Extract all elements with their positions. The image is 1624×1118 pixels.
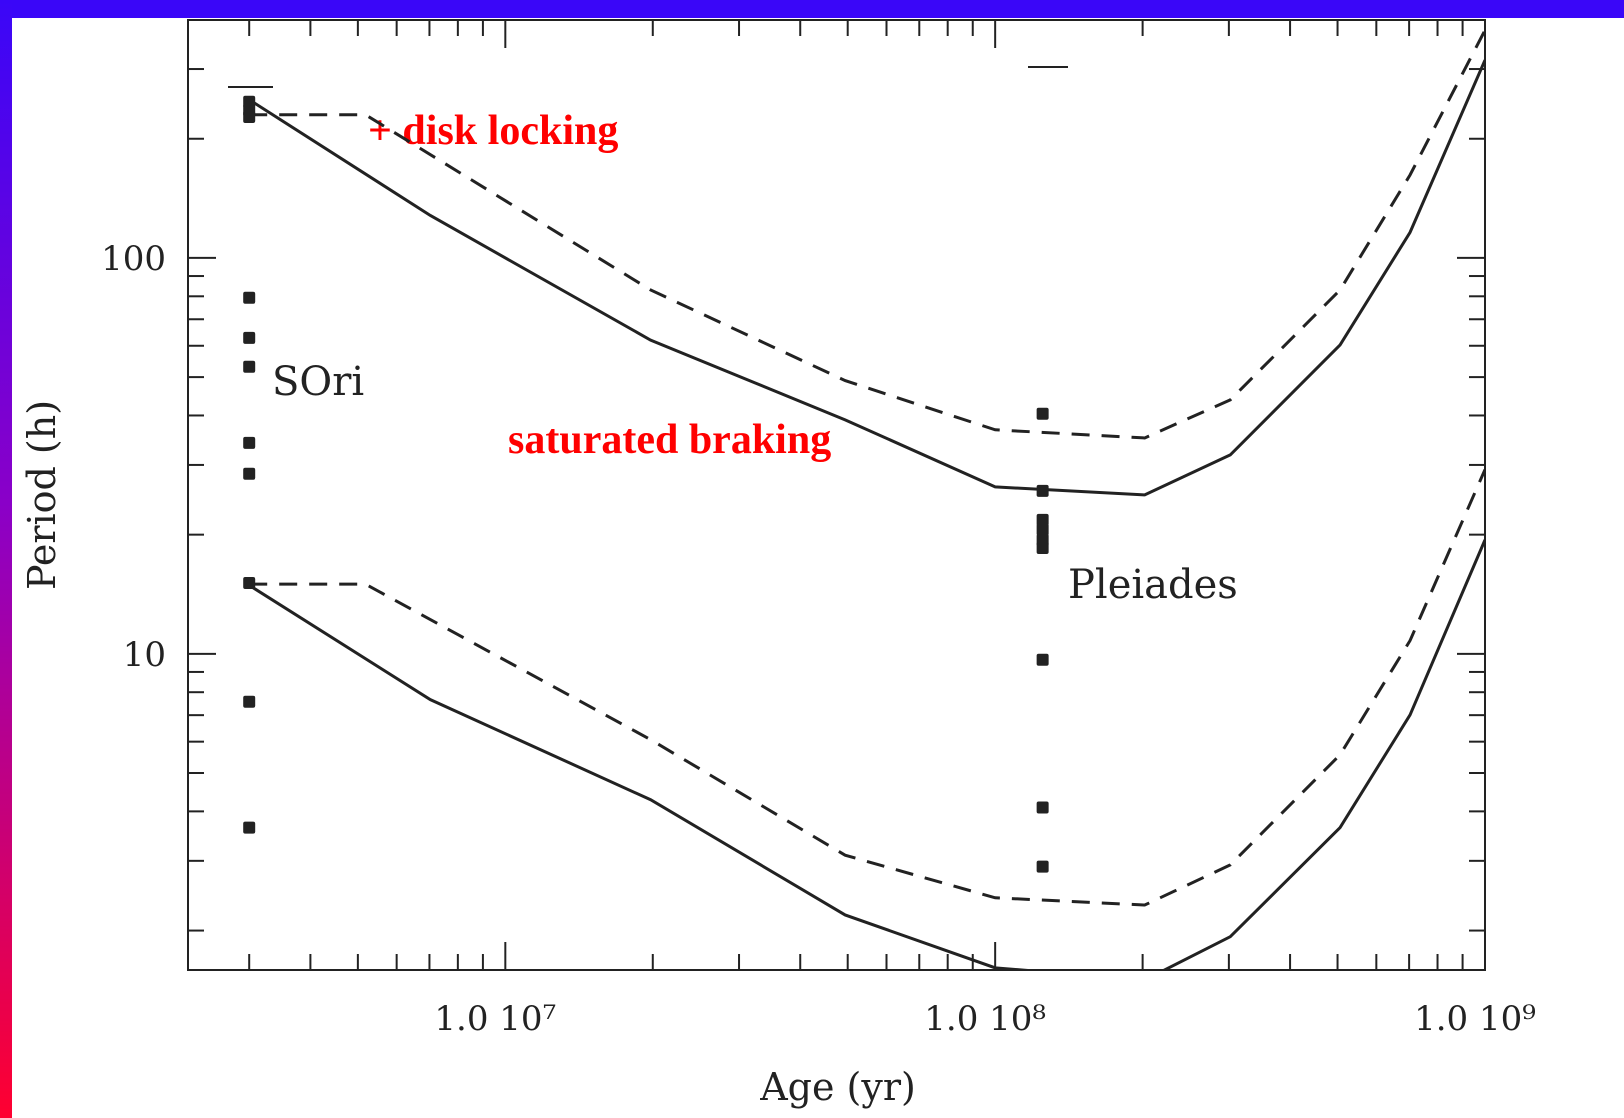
data-point <box>243 436 256 449</box>
solid-curve <box>248 539 1485 970</box>
data-point <box>1036 860 1049 873</box>
annotation: Pleiades <box>1068 562 1238 608</box>
dashed-curve <box>249 29 1485 440</box>
annotation: saturated braking <box>508 417 831 463</box>
dashed-curve <box>249 468 1485 907</box>
annotation: SOri <box>272 359 364 405</box>
data-point <box>1036 484 1049 497</box>
plot-area <box>243 29 1485 970</box>
data-point <box>1036 542 1049 555</box>
data-point <box>1036 653 1049 666</box>
data-point <box>243 821 256 834</box>
solid-curve <box>248 59 1485 497</box>
data-point <box>243 110 256 123</box>
data-point <box>243 331 256 344</box>
data-point <box>243 695 256 708</box>
data-point <box>1036 513 1049 526</box>
x-axis-label: Age (yr) <box>759 1065 916 1109</box>
data-point <box>243 291 256 304</box>
data-point <box>1036 801 1049 814</box>
plot-frame <box>187 19 1486 971</box>
y-tick-label: 10 <box>123 635 166 675</box>
x-tick-label: 1.0 10⁷ <box>434 999 556 1039</box>
top-bar <box>0 0 1624 18</box>
data-point <box>243 360 256 373</box>
annotation: + disk locking <box>368 108 618 154</box>
y-axis-label: Period (h) <box>20 400 64 590</box>
x-tick-label: 1.0 10⁸ <box>924 999 1046 1039</box>
data-point <box>1036 407 1049 420</box>
x-tick-label: 1.0 10⁹ <box>1414 999 1536 1039</box>
data-point <box>243 467 256 480</box>
data-point <box>243 576 256 589</box>
left-bar <box>0 0 12 1118</box>
y-tick-label: 100 <box>101 239 166 279</box>
data-point <box>1036 523 1049 536</box>
